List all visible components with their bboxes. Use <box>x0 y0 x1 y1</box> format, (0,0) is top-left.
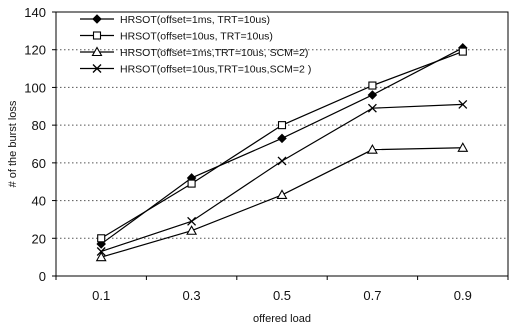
series-triangle <box>95 142 469 262</box>
legend: HRSOT(offset=1ms, TRT=10us) HRSOT(offset=… <box>80 14 311 76</box>
y-tick-label: 100 <box>24 80 46 95</box>
series-line <box>100 47 464 245</box>
data-point-square <box>368 81 377 90</box>
legend-label: HRSOT(offset=1ms, TRT=10us) <box>120 14 270 26</box>
y-tick-label: 20 <box>32 231 46 246</box>
x-axis-label: offered load <box>253 313 311 325</box>
legend-marker-x <box>92 64 102 73</box>
legend-entry: HRSOT(offset=1ms, TRT=10us) <box>80 14 270 26</box>
data-point-triangle <box>366 144 378 154</box>
x-tick-label: 0.7 <box>363 288 381 303</box>
legend-marker-square <box>92 31 102 40</box>
y-axis-ticks: 0 20 40 60 80 100 120 140 <box>24 5 56 284</box>
y-tick-label: 60 <box>32 156 46 171</box>
x-tick-label: 0.3 <box>183 288 201 303</box>
data-point-triangle <box>95 251 107 262</box>
data-point-x <box>187 216 197 226</box>
legend-entry: HRSOT(offset=10us, TRT=10us) <box>80 31 273 43</box>
data-point-triangle <box>276 189 288 199</box>
y-tick-label: 80 <box>32 118 46 133</box>
legend-marker-diamond <box>92 14 102 24</box>
series-x <box>96 99 468 256</box>
x-axis-ticks: 0.1 0.3 0.5 0.7 0.9 <box>55 276 509 303</box>
legend-label: HRSOT(offset=10us, TRT=10us) <box>120 31 273 43</box>
legend-label: HRSOT(offset=1ms,TRT=10us, SCM=2) <box>120 47 308 59</box>
y-axis-label: # of the burst loss <box>7 100 19 187</box>
series-layer <box>95 43 469 262</box>
data-point-x <box>458 99 468 109</box>
legend-label: HRSOT(offset=10us,TRT=10us,SCM=2 ) <box>120 64 311 76</box>
data-point-x <box>277 156 287 166</box>
y-tick-label: 0 <box>39 269 46 284</box>
series-square <box>97 47 467 243</box>
data-point-diamond <box>277 133 287 144</box>
x-tick-label: 0.1 <box>92 288 110 303</box>
data-point-triangle <box>186 225 198 235</box>
series-line <box>101 147 463 258</box>
legend-entry: HRSOT(offset=10us,TRT=10us,SCM=2 ) <box>80 64 311 76</box>
data-point-square <box>277 121 287 130</box>
data-point-triangle <box>457 142 469 152</box>
gridlines <box>56 49 508 239</box>
legend-entry: HRSOT(offset=1ms,TRT=10us, SCM=2) <box>80 46 308 59</box>
series-line <box>100 51 464 239</box>
data-point-x <box>367 103 377 113</box>
y-tick-label: 40 <box>32 194 46 209</box>
y-tick-label: 140 <box>24 5 46 20</box>
x-tick-label: 0.9 <box>454 288 472 303</box>
data-point-square <box>97 234 106 243</box>
plot-area <box>55 11 509 277</box>
x-tick-label: 0.5 <box>273 288 291 303</box>
data-point-x <box>96 247 106 256</box>
y-tick-label: 120 <box>24 43 46 58</box>
data-point-diamond <box>367 90 378 100</box>
legend-marker-triangle <box>91 46 103 57</box>
data-point-square <box>458 47 467 56</box>
data-point-square <box>187 179 196 188</box>
